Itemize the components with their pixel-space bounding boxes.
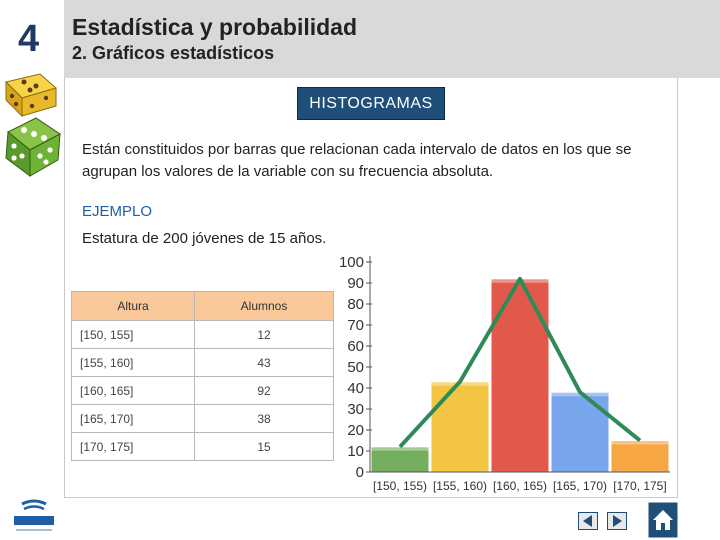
previous-arrow-icon[interactable] bbox=[578, 512, 598, 530]
y-tick-label: 30 bbox=[347, 401, 364, 418]
y-tick-label: 50 bbox=[347, 359, 364, 376]
histogram-chart: 0 10 20 30 40 50 60 70 80 90 100 [150, 155) [155, 16… bbox=[339, 254, 670, 493]
y-tick-label: 20 bbox=[347, 422, 364, 439]
example-text: Estatura de 200 jóvenes de 15 años. bbox=[82, 230, 327, 247]
home-icon[interactable] bbox=[648, 502, 678, 538]
page-title: Estadística y probabilidad bbox=[72, 14, 358, 40]
y-tick-label: 70 bbox=[347, 317, 364, 334]
unit-number: 4 bbox=[18, 18, 40, 60]
table-cell-interval: [160, 165] bbox=[71, 376, 195, 405]
table-cell-interval: [150, 155] bbox=[71, 320, 195, 349]
frequency-table: Altura Alumnos [150, 155] 12 [155, 160] … bbox=[71, 291, 334, 461]
table-cell-interval: [170, 175] bbox=[71, 432, 195, 461]
histogram-bar bbox=[490, 278, 550, 473]
y-tick-label: 80 bbox=[347, 296, 364, 313]
table-header-alumnos: Alumnos bbox=[194, 291, 334, 321]
y-tick-label: 0 bbox=[356, 464, 364, 481]
table-cell-count: 43 bbox=[194, 348, 334, 377]
editex-logo bbox=[14, 499, 54, 531]
y-tick-label: 40 bbox=[347, 380, 364, 397]
table-cell-count: 15 bbox=[194, 432, 334, 461]
y-tick-label: 90 bbox=[347, 275, 364, 292]
x-tick-label: [170, 175] bbox=[613, 479, 666, 493]
y-tick-label: 10 bbox=[347, 443, 364, 460]
table-row: [150, 155] 12 bbox=[71, 320, 334, 349]
bar-highlight bbox=[371, 446, 429, 451]
table-row: [170, 175] 15 bbox=[71, 432, 334, 461]
x-tick-label: [155, 160) bbox=[433, 479, 487, 493]
dice-icon bbox=[5, 73, 58, 118]
section-label: HISTOGRAMAS bbox=[297, 87, 445, 120]
frequency-polygon-line bbox=[398, 276, 642, 449]
y-tick-label: 60 bbox=[347, 338, 364, 355]
table-header-altura: Altura bbox=[71, 291, 195, 321]
next-arrow-icon[interactable] bbox=[607, 512, 627, 530]
table-cell-interval: [165, 170] bbox=[71, 404, 195, 433]
dice-icon bbox=[5, 117, 61, 177]
table-row: [155, 160] 43 bbox=[71, 348, 334, 377]
table-cell-count: 12 bbox=[194, 320, 334, 349]
header-band bbox=[0, 0, 720, 78]
section-description: Están constituidos por barras que relaci… bbox=[82, 141, 632, 180]
x-tick-label: [160, 165) bbox=[493, 479, 547, 493]
table-row: [165, 170] 38 bbox=[71, 404, 334, 433]
table-header-row: Altura Alumnos bbox=[71, 291, 334, 321]
table-cell-interval: [155, 160] bbox=[71, 348, 195, 377]
histogram-bar bbox=[610, 440, 670, 473]
histogram-bar bbox=[430, 381, 490, 473]
histogram-bar bbox=[550, 391, 610, 473]
page-subtitle: 2. Gráficos estadísticos bbox=[72, 43, 275, 63]
table-cell-count: 38 bbox=[194, 404, 334, 433]
histogram-bar bbox=[370, 446, 430, 473]
table-cell-count: 92 bbox=[194, 376, 334, 405]
table-row: [160, 165] 92 bbox=[71, 376, 334, 405]
x-tick-label: [150, 155) bbox=[373, 479, 427, 493]
unit-box: 4 bbox=[0, 0, 64, 78]
bar-highlight bbox=[611, 440, 669, 445]
y-tick-label: 100 bbox=[339, 254, 364, 271]
example-label: EJEMPLO bbox=[82, 203, 153, 220]
x-tick-label: [165, 170) bbox=[553, 479, 607, 493]
